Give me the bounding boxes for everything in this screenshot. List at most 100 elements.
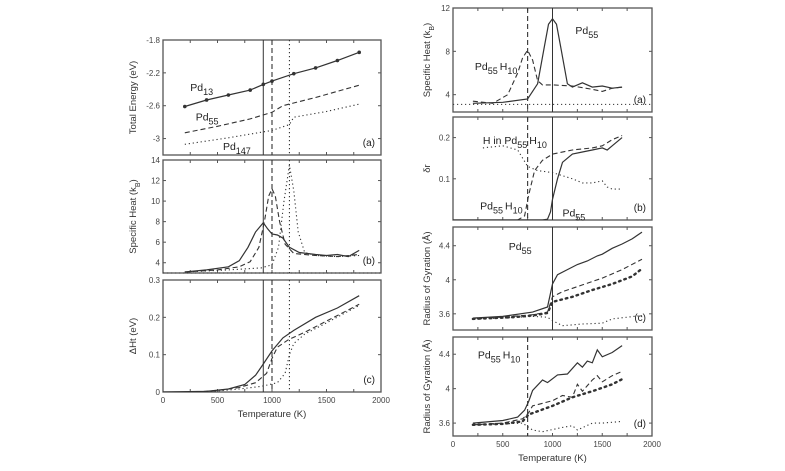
y-tick-label: 0.2 — [439, 134, 451, 143]
y-tick-label: 10 — [151, 197, 160, 206]
y-axis-label-text: Radius of Gyration (Å) — [422, 340, 433, 434]
chart-panel-left-b: 4 6 8 10 12 14 Specific Heat (kB) (b) — [128, 156, 382, 274]
y-tick-label: 6 — [156, 238, 161, 247]
series-line-pd13 — [184, 221, 360, 273]
series-line-pd55h10 — [472, 49, 623, 104]
data-point-marker — [248, 88, 252, 92]
annotation-text: Pd — [190, 82, 203, 94]
series-annotation: Pd55 H10 — [480, 201, 522, 216]
chart-panel-right-d: 3.6 4 4.4 0 500 1000 1500 2000 Temperature (K) Ra… — [422, 336, 661, 464]
data-point-marker — [183, 104, 187, 109]
panel-label: (c) — [634, 313, 646, 324]
y-axis-label: δr — [422, 164, 433, 172]
series-line-shell — [472, 258, 643, 319]
series-line-pd147 — [206, 304, 360, 392]
data-point-marker — [357, 50, 362, 55]
annotation-text: Pd — [509, 241, 522, 253]
y-tick-label: 4.4 — [439, 350, 451, 359]
panel-label: (b) — [363, 256, 375, 267]
x-tick-label: 0 — [451, 440, 456, 449]
y-tick-label: 3.6 — [439, 419, 451, 428]
data-point-marker — [313, 66, 318, 70]
series-line-pd55 — [453, 137, 623, 220]
y-tick-label: -2.6 — [146, 102, 160, 111]
series-line-core — [472, 420, 623, 433]
annotation-subscript: 55 — [588, 30, 598, 40]
panel-label: (b) — [634, 203, 646, 214]
y-axis-label-text: Specific Heat (k — [128, 187, 139, 254]
chart-panel-right-c: 3.6 4 4.4 Radius of Gyration (Å) (c) Pd55 — [422, 226, 653, 331]
annotation-subscript: 10 — [510, 355, 520, 365]
y-axis-label: Radius of Gyration (Å) — [422, 232, 433, 326]
panel-label: (d) — [634, 419, 646, 430]
data-point-marker — [335, 58, 340, 63]
series-line-pd147 — [184, 165, 360, 273]
panel-label: (a) — [634, 95, 646, 106]
y-tick-label: 4 — [446, 91, 451, 100]
annotation-subscript: 55 — [493, 206, 503, 216]
x-tick-label: 500 — [496, 440, 510, 449]
panel-label: (a) — [363, 138, 375, 149]
y-tick-label: -2.2 — [146, 69, 160, 78]
x-axis-label: Temperature (K) — [518, 453, 587, 464]
annotation-text: Pd — [475, 61, 488, 73]
y-tick-label: 8 — [156, 218, 161, 227]
y-tick-label: 8 — [446, 47, 451, 56]
chart-panel-left-c: 0 0.1 0.2 0.3 0 500 1000 1500 2000 Temperature (K… — [128, 276, 390, 420]
y-tick-label: 0.1 — [439, 175, 451, 184]
y-axis-label-subscript: B — [429, 26, 436, 31]
annotation-subscript: 55 — [488, 66, 498, 76]
annotation-text: H — [505, 201, 513, 213]
annotation-subscript: 55 — [522, 246, 532, 256]
y-tick-label: 14 — [151, 156, 160, 165]
series-annotation: Pd55 — [575, 25, 598, 40]
series-line-shell — [472, 370, 623, 426]
y-tick-label: 0.3 — [149, 276, 161, 285]
y-axis-label: Specific Heat (kB) — [422, 23, 436, 97]
series-line-pd13 — [184, 51, 360, 108]
x-tick-label: 1500 — [593, 440, 611, 449]
y-axis-label: Specific Heat (kB) — [128, 179, 142, 253]
y-tick-label: 12 — [151, 177, 160, 186]
series-annotation: Pd55 — [196, 112, 219, 127]
annotation-text: H — [500, 61, 508, 73]
series-annotation: Pd55 H10 — [478, 350, 520, 365]
series-line-pd55 — [472, 17, 623, 104]
y-axis-label-text: δr — [422, 164, 433, 172]
series-line-pd147 — [184, 103, 360, 145]
series-line-pd55 — [184, 84, 360, 134]
series-annotation: H in Pd55 H10 — [483, 135, 547, 150]
annotation-text: H — [503, 350, 511, 362]
data-point-marker — [270, 79, 274, 83]
y-axis-label-end: ) — [422, 23, 433, 26]
y-tick-label: -3 — [153, 135, 161, 144]
y-tick-label: 0.2 — [149, 313, 161, 322]
y-axis-label-text: Specific Heat (k — [422, 30, 433, 97]
y-axis-label: ΔHt (eV) — [128, 318, 139, 354]
series-annotation: Pd55 — [562, 208, 585, 223]
y-axis-label-text: ΔHt (eV) — [128, 318, 139, 354]
data-point-marker — [292, 71, 296, 76]
y-axis-label: Total Energy (eV) — [128, 61, 139, 134]
y-tick-label: -1.8 — [146, 36, 160, 45]
annotation-text: Pd — [562, 208, 575, 220]
y-tick-label: 3.6 — [439, 310, 451, 319]
data-point-marker — [261, 82, 266, 87]
series-line-pd13 — [163, 295, 360, 392]
series-annotation: Pd55 — [509, 241, 532, 256]
annotation-subscript: 55 — [491, 355, 501, 365]
x-tick-label: 1000 — [263, 396, 281, 405]
series-line-pd55h10 — [453, 134, 623, 220]
annotation-subscript: 55 — [575, 213, 585, 223]
series-annotation: Pd55 H10 — [475, 61, 517, 76]
annotation-text: Pd — [223, 141, 236, 153]
y-tick-label: 4 — [446, 385, 451, 394]
annotation-text: Pd — [480, 201, 493, 213]
annotation-subscript: 10 — [537, 140, 547, 150]
y-tick-label: 4 — [156, 259, 161, 268]
series-line-h-in-pd55h10 — [482, 145, 623, 190]
series-line-bold-dotted — [471, 378, 624, 426]
annotation-text: Pd — [196, 112, 209, 124]
x-tick-label: 1500 — [318, 396, 336, 405]
